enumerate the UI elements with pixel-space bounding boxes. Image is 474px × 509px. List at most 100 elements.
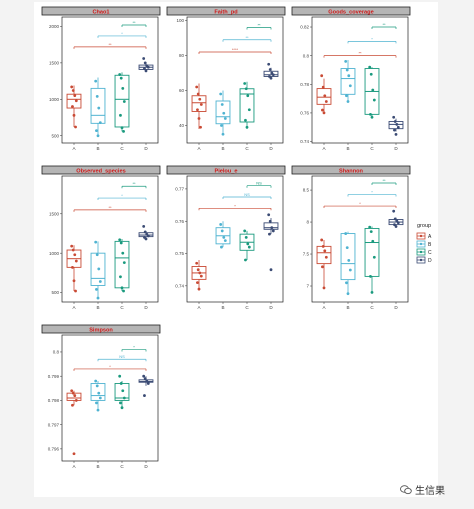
- data-point: [71, 105, 74, 108]
- x-tick-label: A: [322, 146, 326, 151]
- box-body: [340, 233, 356, 281]
- data-point: [142, 374, 146, 378]
- data-point: [347, 74, 351, 78]
- y-tick-label: 7: [306, 284, 309, 289]
- data-point: [143, 394, 146, 397]
- box-d: [263, 62, 279, 80]
- significance-bracket: **: [121, 20, 147, 28]
- significance-label: **: [108, 205, 112, 210]
- box-d: [263, 213, 279, 272]
- y-tick-label: 0.796: [48, 446, 60, 451]
- data-point: [74, 289, 77, 293]
- data-point: [72, 113, 76, 117]
- box-d: [388, 209, 404, 228]
- data-point: [393, 128, 396, 132]
- data-point: [369, 112, 372, 116]
- data-point: [95, 401, 98, 405]
- data-point: [72, 452, 76, 456]
- plot-area: [61, 16, 159, 144]
- watermark-text: 生信果: [415, 486, 445, 497]
- data-point: [119, 382, 123, 385]
- x-tick-label: C: [245, 146, 249, 151]
- x-tick-label: C: [120, 305, 124, 310]
- legend-key-point: [419, 258, 423, 262]
- data-point: [144, 69, 148, 73]
- data-point: [74, 99, 78, 103]
- data-point: [119, 275, 122, 279]
- significance-bracket: **: [371, 22, 397, 30]
- data-point: [345, 281, 348, 285]
- box-a: [66, 244, 82, 293]
- panel-strip: [291, 165, 411, 175]
- data-point: [223, 239, 227, 243]
- x-tick-label: B: [96, 305, 99, 310]
- data-point: [196, 281, 199, 285]
- significance-label: *: [371, 36, 373, 41]
- data-point: [95, 288, 98, 291]
- box-body: [90, 383, 106, 401]
- box-a: [66, 389, 82, 456]
- data-point: [368, 65, 372, 69]
- box-c: [239, 81, 255, 129]
- x-tick-label: A: [197, 146, 201, 151]
- data-point: [144, 237, 148, 241]
- data-point: [394, 133, 398, 136]
- legend-label: C: [428, 250, 432, 256]
- data-point: [199, 125, 202, 129]
- significance-bracket: **: [73, 205, 147, 212]
- data-point: [396, 221, 400, 225]
- x-tick-label: B: [346, 146, 349, 151]
- data-point: [267, 213, 271, 217]
- box-a: [191, 83, 207, 129]
- significance-label: NS: [256, 181, 262, 186]
- box-a: [316, 238, 332, 290]
- data-point: [143, 230, 147, 234]
- data-point: [244, 87, 248, 91]
- data-point: [74, 125, 77, 129]
- x-tick-label: B: [221, 146, 224, 151]
- data-point: [245, 125, 249, 129]
- data-point: [246, 242, 250, 246]
- box-a: [191, 260, 207, 291]
- y-tick-label: 0.8: [53, 350, 60, 355]
- significance-label: **: [108, 42, 112, 47]
- box-c: [364, 65, 380, 119]
- data-point: [142, 225, 146, 228]
- box-b: [215, 221, 231, 249]
- box-a: [316, 74, 332, 115]
- data-point: [344, 232, 348, 235]
- significance-label: NS: [119, 354, 125, 359]
- data-point: [221, 132, 225, 136]
- box-c: [114, 238, 130, 293]
- data-point: [98, 280, 102, 283]
- data-point: [246, 94, 250, 98]
- significance-label: *: [359, 201, 361, 206]
- significance-bracket: ****: [198, 47, 272, 54]
- data-point: [371, 88, 375, 92]
- y-tick-label: 1500: [49, 211, 60, 216]
- data-point: [118, 73, 122, 76]
- panel-title: Observed_species: [76, 169, 125, 175]
- data-point: [70, 389, 74, 393]
- y-tick-label: 80: [179, 53, 185, 58]
- data-point: [118, 238, 122, 242]
- data-point: [321, 108, 324, 112]
- data-point: [395, 219, 399, 223]
- data-point: [372, 255, 376, 259]
- data-point: [71, 391, 75, 395]
- legend-label: A: [428, 234, 432, 240]
- y-tick-label: 7.5: [303, 252, 310, 257]
- data-point: [95, 253, 99, 257]
- data-point: [197, 287, 201, 291]
- x-tick-label: A: [72, 305, 76, 310]
- significance-label: ****: [232, 47, 239, 52]
- significance-label: *: [121, 193, 123, 198]
- data-point: [71, 89, 75, 92]
- data-point: [97, 391, 101, 395]
- panel-title: Goods_coverage: [328, 10, 373, 16]
- data-point: [369, 230, 373, 234]
- panel-title: Faith_pd: [214, 10, 238, 16]
- y-tick-label: 0.76: [175, 219, 184, 224]
